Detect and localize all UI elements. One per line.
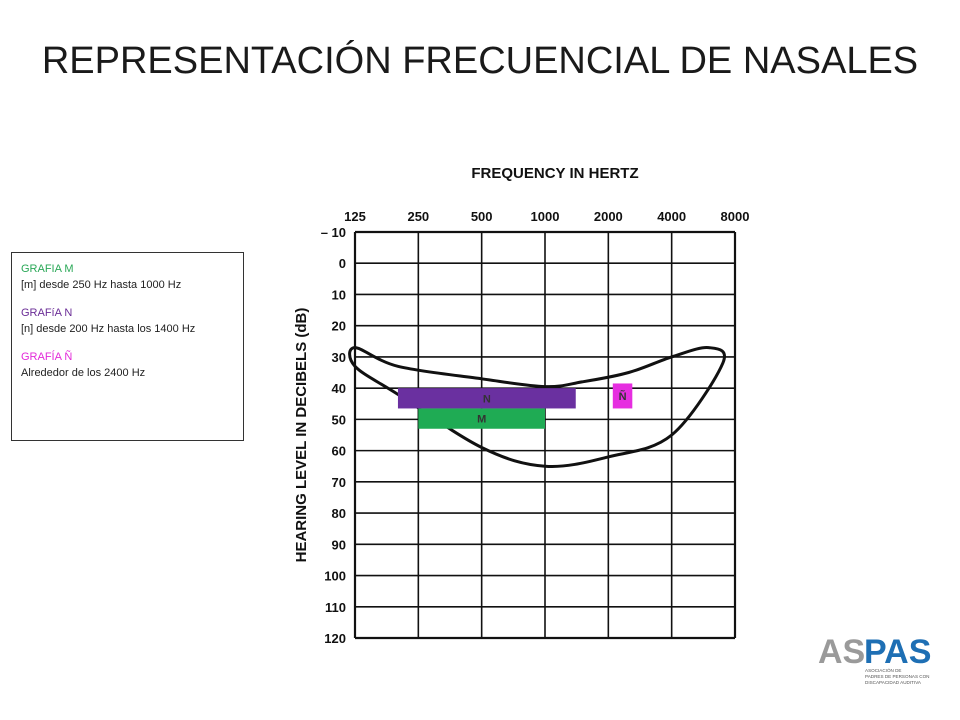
x-tick-label: 8000 xyxy=(721,209,750,224)
bar-nn xyxy=(612,383,633,409)
logo-caption-1: ASOCIACIÓN DE xyxy=(865,667,902,673)
logo-as: AS xyxy=(818,633,865,671)
y-tick-label: 40 xyxy=(332,381,346,396)
bar-m-label: M xyxy=(477,414,486,426)
y-tick-label: 90 xyxy=(332,537,346,552)
logo-caption-2: PADRES DE PERSONAS CON xyxy=(865,674,930,679)
x-tick-label: 2000 xyxy=(594,209,623,224)
logo-caption-3: DISCAPACIDAD AUDITIVA xyxy=(865,680,922,685)
legend-n-title: GRAFíA N xyxy=(21,307,73,319)
audiogram-chart: FREQUENCY IN HERTZ HEARING LEVEL IN DECIB… xyxy=(293,165,750,646)
legend-m-title: GRAFIA M xyxy=(21,263,74,275)
bar-n xyxy=(397,388,576,409)
x-tick-label: 500 xyxy=(471,209,493,224)
legend-m-text: [m] desde 250 Hz hasta 1000 Hz xyxy=(21,279,182,291)
legend-nn-text: Alrededor de los 2400 Hz xyxy=(21,367,146,379)
y-tick-label: 20 xyxy=(332,319,346,334)
y-tick-label: 100 xyxy=(324,569,346,584)
y-tick-label: 80 xyxy=(332,506,346,521)
x-tick-label: 125 xyxy=(344,209,366,224)
legend-box: GRAFIA M [m] desde 250 Hz hasta 1000 Hz … xyxy=(11,252,244,441)
x-tick-label: 1000 xyxy=(531,209,560,224)
x-tick-label: 250 xyxy=(407,209,429,224)
bar-n-label: N xyxy=(483,393,491,405)
y-tick-label: 110 xyxy=(325,600,346,615)
y-tick-label: – 10 xyxy=(321,225,346,240)
aspas-logo: AS PAS ASOCIACIÓN DE PADRES DE PERSONAS … xyxy=(818,633,931,685)
y-tick-label: 50 xyxy=(332,412,346,427)
y-axis-label: HEARING LEVEL IN DECIBELS (dB) xyxy=(293,308,310,563)
bar-m xyxy=(418,408,545,429)
legend-nn-title: GRAFÍA Ñ xyxy=(21,351,73,363)
y-tick-label: 60 xyxy=(332,444,346,459)
y-tick-label: 0 xyxy=(339,256,346,271)
chart-title: FREQUENCY IN HERTZ xyxy=(471,165,638,182)
y-tick-label: 70 xyxy=(332,475,346,490)
y-tick-label: 120 xyxy=(324,631,346,646)
bar-nn-label: Ñ xyxy=(619,390,627,403)
logo-pas: PAS xyxy=(864,633,931,671)
y-tick-label: 30 xyxy=(332,350,346,365)
x-tick-label: 4000 xyxy=(657,209,686,224)
slide-title: REPRESENTACIÓN FRECUENCIAL DE NASALES xyxy=(41,40,919,82)
legend-n-text: [n] desde 200 Hz hasta los 1400 Hz xyxy=(21,323,196,335)
y-tick-label: 10 xyxy=(332,287,346,302)
